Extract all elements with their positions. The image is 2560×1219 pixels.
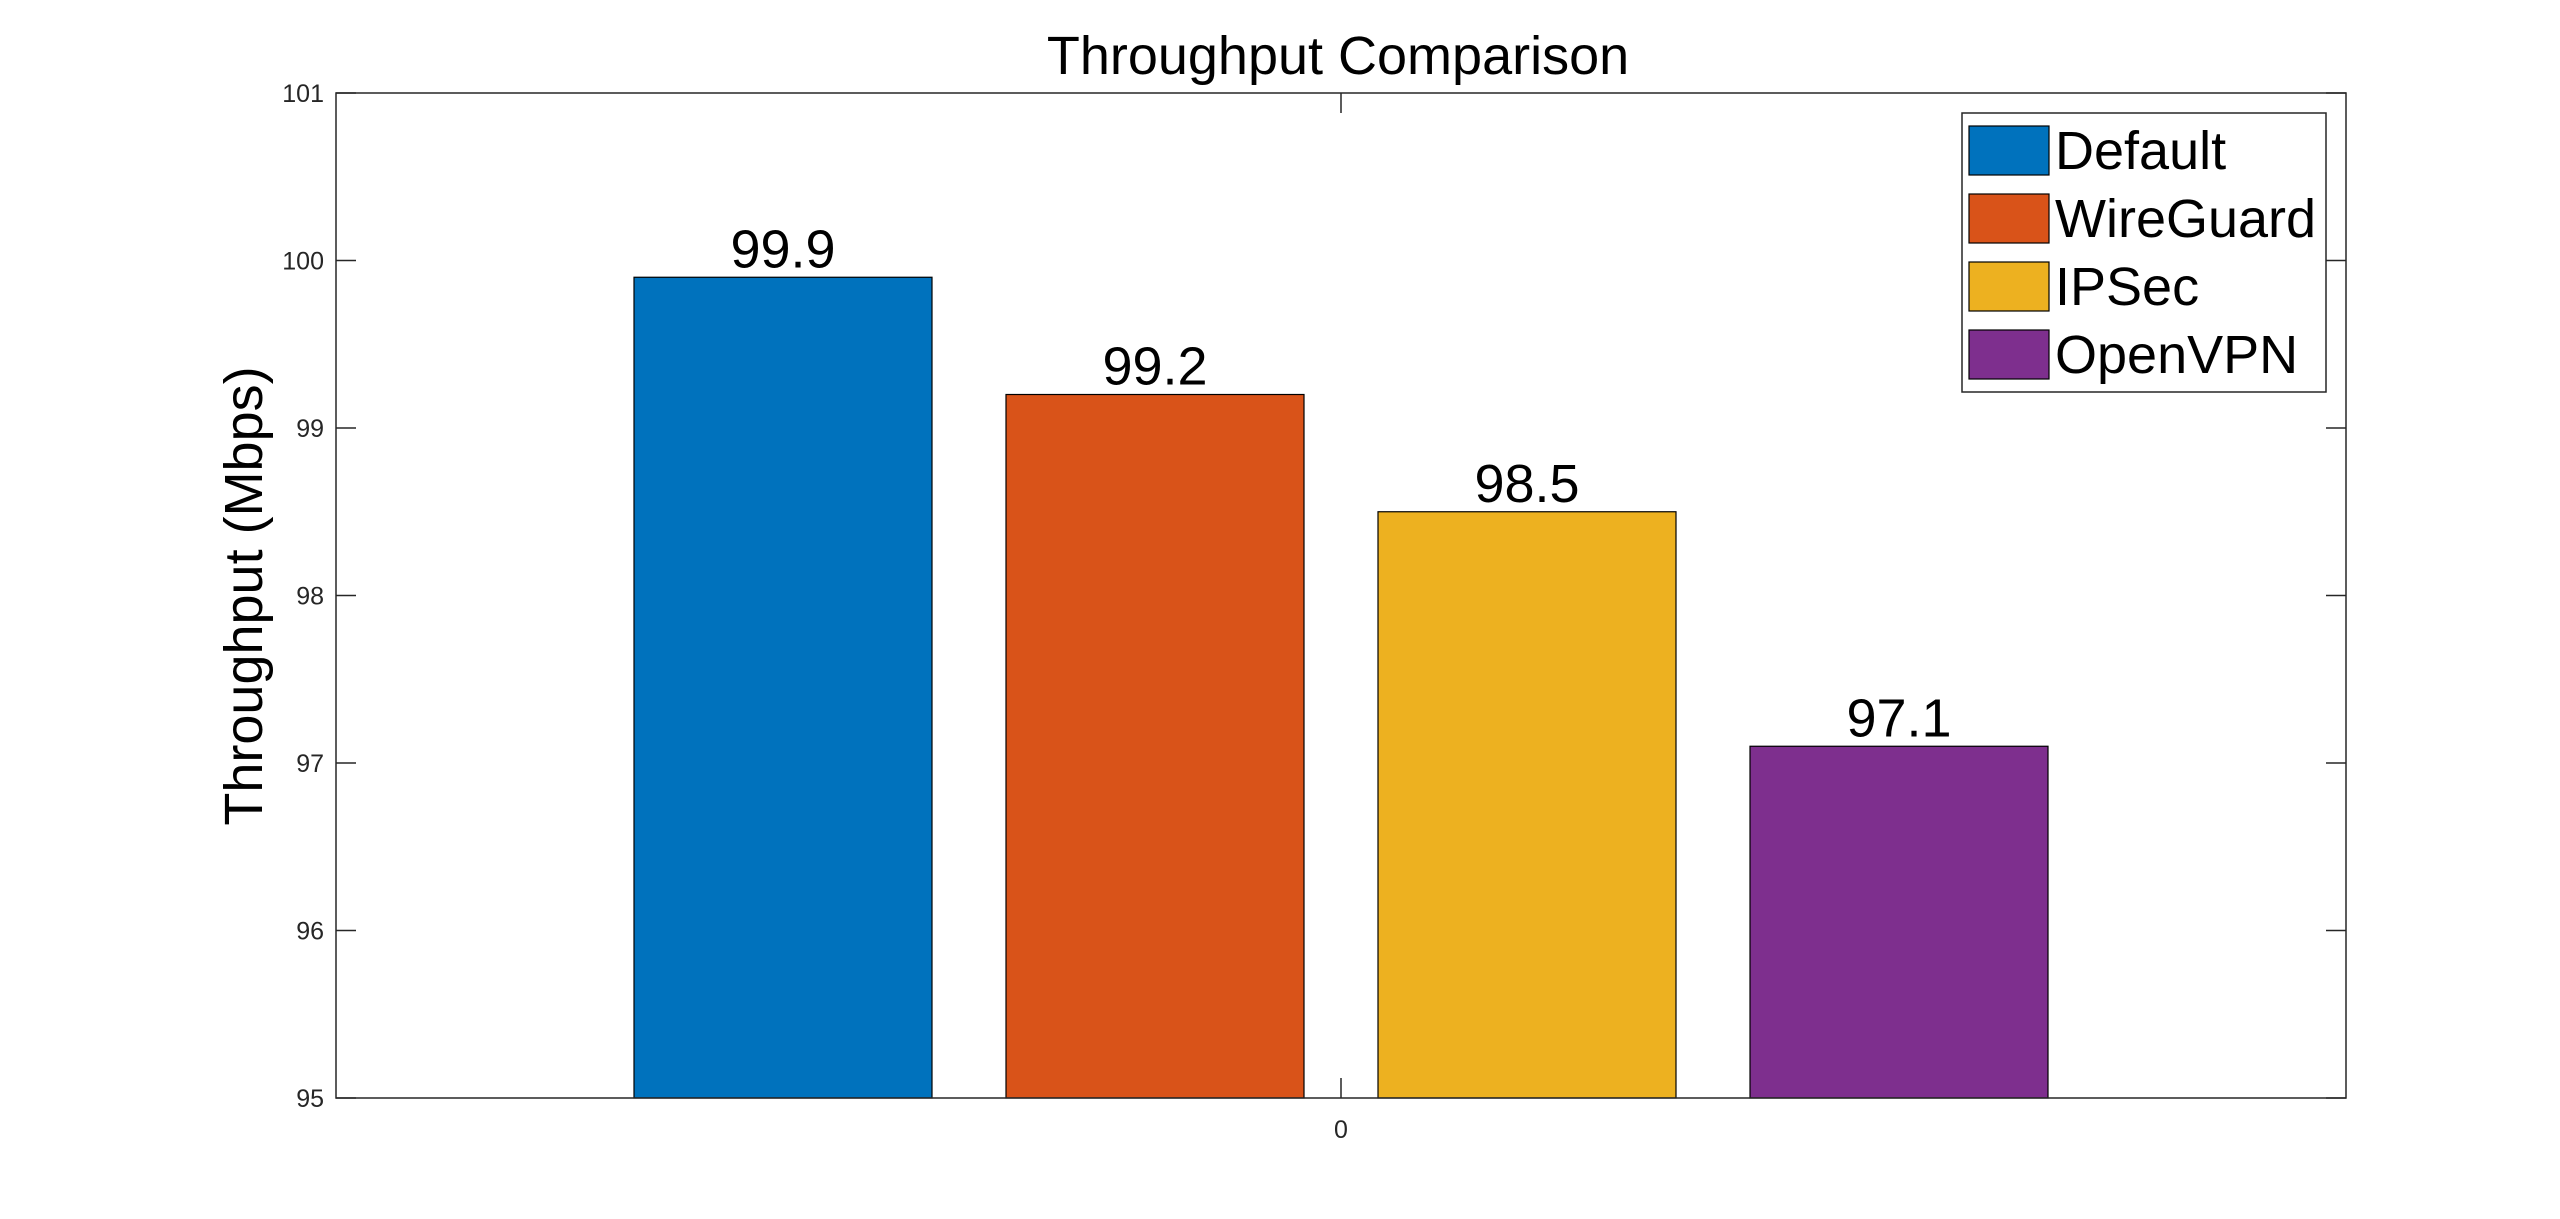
legend-swatch-default bbox=[1968, 125, 2050, 176]
y-tick-label: 95 bbox=[296, 1085, 324, 1113]
data-label-wireguard: 99.2 bbox=[1102, 337, 1207, 397]
legend-label-wireguard: WireGuard bbox=[2055, 189, 2316, 249]
legend-swatch-wireguard bbox=[1968, 193, 2050, 244]
bars-group bbox=[633, 276, 2049, 1099]
x-axis-ticks: 0 bbox=[1334, 93, 1348, 1144]
bar-wireguard bbox=[1005, 393, 1305, 1099]
legend-swatch-openvpn bbox=[1968, 329, 2050, 380]
legend-swatch-ipsec bbox=[1968, 261, 2050, 312]
y-tick-label: 97 bbox=[296, 750, 324, 778]
data-labels-group: 99.9 99.2 98.5 97.1 bbox=[730, 219, 1951, 748]
y-axis-ticks: 95 96 97 98 99 100 101 bbox=[282, 80, 2346, 1113]
y-tick-label: 96 bbox=[296, 918, 324, 946]
legend: Default WireGuard IPSec OpenVPN bbox=[1961, 112, 2327, 393]
bar-openvpn bbox=[1749, 745, 2049, 1099]
y-tick-label: 99 bbox=[296, 415, 324, 443]
data-label-openvpn: 97.1 bbox=[1846, 688, 1951, 748]
y-tick-label: 98 bbox=[296, 583, 324, 611]
data-label-default: 99.9 bbox=[730, 219, 835, 279]
legend-label-openvpn: OpenVPN bbox=[2055, 325, 2298, 385]
bar-default bbox=[633, 276, 933, 1099]
y-tick-label: 101 bbox=[282, 80, 324, 108]
chart-title: Throughput Comparison bbox=[1047, 26, 1629, 86]
y-axis-label: Throughput (Mbps) bbox=[214, 366, 274, 825]
x-tick-label: 0 bbox=[1334, 1116, 1348, 1144]
legend-label-default: Default bbox=[2055, 121, 2226, 181]
data-label-ipsec: 98.5 bbox=[1474, 454, 1579, 514]
y-tick-label: 100 bbox=[282, 248, 324, 276]
bar-ipsec bbox=[1377, 511, 1677, 1099]
legend-label-ipsec: IPSec bbox=[2055, 257, 2199, 317]
